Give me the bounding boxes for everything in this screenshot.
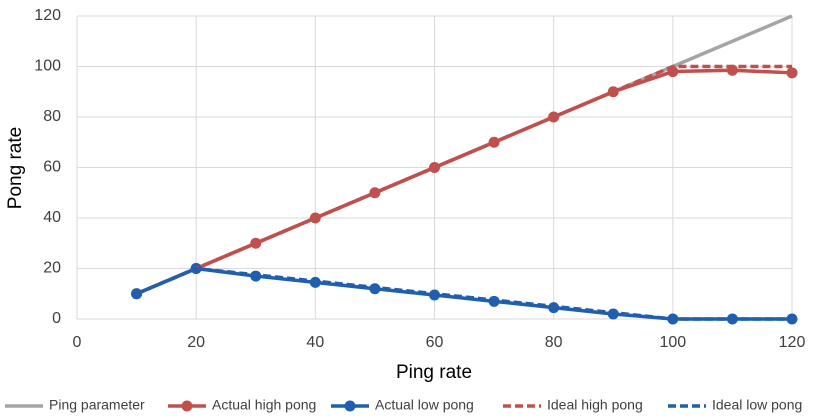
legend-item: Ideal high pong xyxy=(503,397,643,413)
x-tick-label: 20 xyxy=(187,334,205,351)
series-line xyxy=(135,64,792,296)
x-tick-label: 100 xyxy=(659,334,686,351)
x-tick-label: 0 xyxy=(73,334,82,351)
legend-item: Ideal low pong xyxy=(668,397,802,413)
x-tick-label: 40 xyxy=(306,334,324,351)
data-point xyxy=(786,67,798,79)
y-tick-label: 60 xyxy=(43,159,61,176)
series-line xyxy=(135,68,793,296)
series-line xyxy=(135,266,792,321)
y-tick-label: 80 xyxy=(43,108,61,125)
legend-label: Actual high pong xyxy=(212,397,316,413)
x-tick-label: 80 xyxy=(545,334,563,351)
y-tick-label: 20 xyxy=(43,260,61,277)
x-tick-label: 60 xyxy=(426,334,444,351)
legend-label: Actual low pong xyxy=(375,397,474,413)
legend-marker xyxy=(344,400,356,412)
y-tick-label: 40 xyxy=(43,209,61,226)
x-tick-label: 120 xyxy=(779,334,806,351)
y-tick-label: 0 xyxy=(52,310,61,327)
legend-marker xyxy=(181,400,193,412)
legend-label: Ideal high pong xyxy=(547,397,643,413)
legend-label: Ideal low pong xyxy=(712,397,802,413)
x-axis-title: Ping rate xyxy=(396,362,472,383)
series-line xyxy=(135,266,792,321)
legend-item: Actual high pong xyxy=(168,397,316,413)
legend-item: Ping parameter xyxy=(5,397,145,413)
y-axis-title: Pong rate xyxy=(5,127,26,209)
legend-label: Ping parameter xyxy=(49,397,145,413)
y-tick-label: 100 xyxy=(34,58,61,75)
legend-item: Actual low pong xyxy=(331,397,474,413)
y-tick-label: 120 xyxy=(34,7,61,24)
